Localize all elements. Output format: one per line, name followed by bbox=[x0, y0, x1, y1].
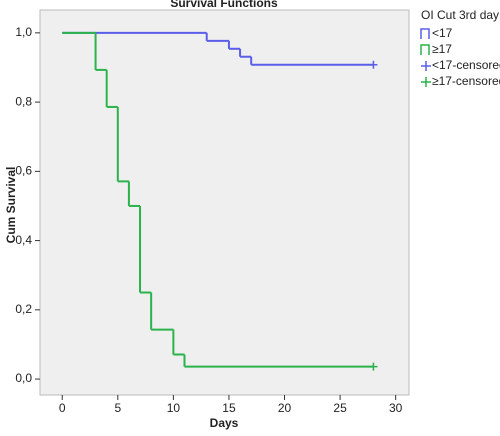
legend-label: ≥17-censored bbox=[432, 74, 500, 88]
plot-area bbox=[39, 9, 410, 396]
legend-label: ≥17 bbox=[432, 42, 452, 56]
censor-mark bbox=[369, 362, 378, 371]
censor-mark bbox=[369, 60, 378, 69]
y-tick-label: 0,2 bbox=[15, 302, 32, 316]
x-tick-label: 0 bbox=[59, 401, 66, 415]
legend-swatch bbox=[420, 44, 430, 55]
x-axis-label: Days bbox=[210, 416, 239, 430]
y-tick-label: 0,0 bbox=[15, 371, 32, 385]
legend-label: <17 bbox=[432, 26, 453, 40]
legend-swatch bbox=[421, 61, 431, 71]
legend-title: OI Cut 3rd day bbox=[421, 8, 499, 22]
y-tick-label: 0,8 bbox=[15, 94, 32, 108]
y-tick-label: 0,6 bbox=[15, 164, 32, 178]
legend-label: <17-censored bbox=[432, 58, 500, 72]
x-tick-label: 20 bbox=[278, 401, 292, 415]
y-axis-label: Cum Survival bbox=[4, 167, 18, 244]
x-tick-label: 5 bbox=[114, 401, 121, 415]
legend-swatch bbox=[421, 77, 431, 87]
x-tick-label: 25 bbox=[333, 401, 347, 415]
legend-swatch bbox=[420, 28, 430, 39]
chart-title: Survival Functions bbox=[170, 0, 278, 10]
y-tick-label: 1,0 bbox=[15, 25, 32, 39]
x-tick-label: 15 bbox=[222, 401, 236, 415]
x-tick-label: 30 bbox=[389, 401, 403, 415]
x-tick-label: 10 bbox=[167, 401, 181, 415]
y-tick-label: 0,4 bbox=[15, 233, 32, 247]
